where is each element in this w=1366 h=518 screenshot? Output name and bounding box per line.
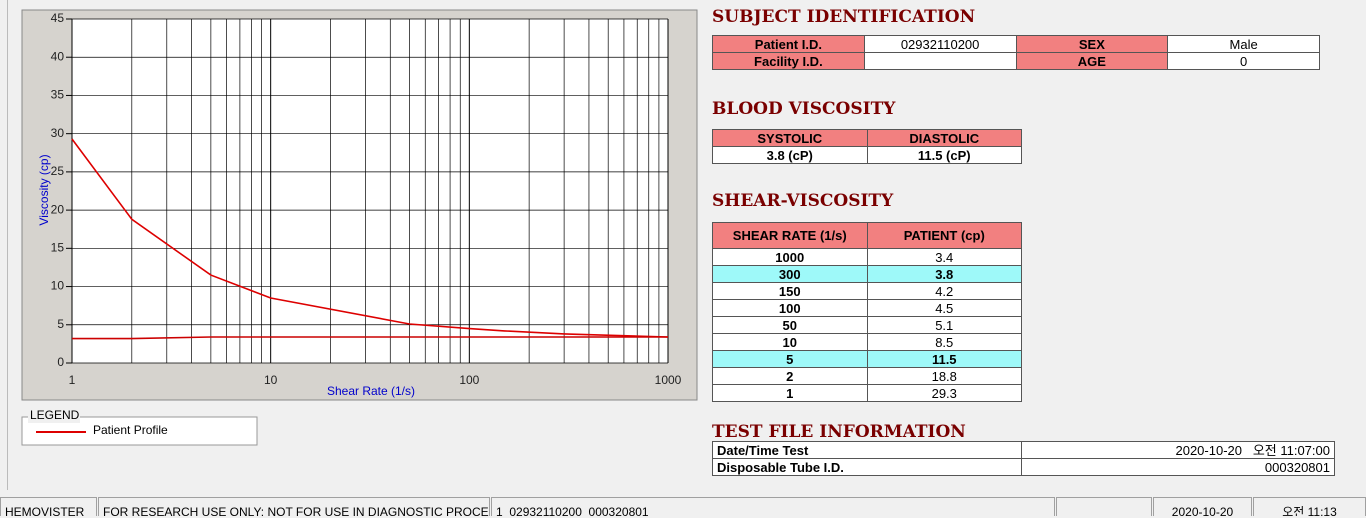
y-tick-label: 10 (51, 279, 65, 293)
status-panel: FOR RESEARCH USE ONLY: NOT FOR USE IN DI… (98, 497, 490, 516)
table-row: 3.8 (cP) 11.5 (cP) (712, 146, 1022, 164)
table-row: Date/Time Test 2020-10-20 오전 11:07:00 (712, 441, 1335, 459)
y-tick-label: 15 (51, 241, 65, 255)
table-cell: SEX (1015, 35, 1169, 53)
table-cell: Male (1167, 35, 1320, 53)
shear-table: SHEAR RATE (1/s) PATIENT (cp) 1000 3.4 300 3.… (712, 222, 1022, 402)
plot-area (72, 19, 668, 363)
left-edge (7, 0, 8, 490)
x-tick-label: 10 (264, 373, 278, 387)
table-cell: Date/Time Test (712, 441, 1022, 459)
table-row: 100 4.5 (712, 299, 1022, 317)
table-cell: 10 (712, 333, 868, 351)
x-tick-label: 100 (459, 373, 479, 387)
y-tick-label: 40 (51, 49, 65, 63)
blood-table: SYSTOLIC DIASTOLIC 3.8 (cP) 11.5 (cP) (712, 129, 1022, 164)
x-tick-label: 1000 (655, 373, 682, 387)
table-cell: Disposable Tube I.D. (712, 458, 1022, 476)
table-row: Facility I.D. AGE 0 (712, 52, 1320, 70)
table-row: 2 18.8 (712, 367, 1022, 385)
table-cell: 02932110200 (863, 35, 1017, 53)
table-row: 10 8.5 (712, 333, 1022, 351)
y-axis-label: Viscosity (cp) (37, 154, 51, 225)
table-cell: 3.4 (866, 248, 1022, 266)
x-axis-label: Shear Rate (1/s) (327, 384, 415, 398)
table-cell: SHEAR RATE (1/s) (712, 222, 868, 249)
table-row: 150 4.2 (712, 282, 1022, 300)
test-file-table: Date/Time Test 2020-10-20 오전 11:07:00 Disp… (712, 441, 1335, 476)
table-row: SHEAR RATE (1/s) PATIENT (cp) (712, 222, 1022, 249)
table-cell: DIASTOLIC (866, 129, 1022, 147)
table-cell: 29.3 (866, 384, 1022, 402)
table-row: 1 29.3 (712, 384, 1022, 402)
table-row: 50 5.1 (712, 316, 1022, 334)
table-cell: 100 (712, 299, 868, 317)
table-cell (863, 52, 1017, 70)
table-cell: 50 (712, 316, 868, 334)
section-title: TEST FILE INFORMATION (712, 422, 966, 442)
table-cell: PATIENT (cp) (866, 222, 1022, 249)
table-cell: 1 (712, 384, 868, 402)
y-tick-label: 30 (51, 126, 65, 140)
section-title: SUBJECT IDENTIFICATION (712, 7, 976, 27)
y-tick-label: 25 (51, 164, 65, 178)
table-cell: 0 (1167, 52, 1320, 70)
table-cell: 300 (712, 265, 868, 283)
x-tick-label: 1 (69, 373, 76, 387)
table-cell: 150 (712, 282, 868, 300)
table-row: 5 11.5 (712, 350, 1022, 368)
table-row: Patient I.D. 02932110200 SEX Male (712, 35, 1320, 53)
legend-label: Patient Profile (93, 423, 168, 437)
table-row: SYSTOLIC DIASTOLIC (712, 129, 1022, 147)
table-cell: 5.1 (866, 316, 1022, 334)
legend-title: LEGEND (30, 408, 80, 422)
table-cell: 3.8 (cP) (712, 146, 868, 164)
table-row: 300 3.8 (712, 265, 1022, 283)
table-cell: SYSTOLIC (712, 129, 868, 147)
status-panel: 1 02932110200 000320801 (491, 497, 1055, 516)
table-cell: 8.5 (866, 333, 1022, 351)
table-cell: Facility I.D. (712, 52, 865, 70)
data-line (72, 336, 668, 340)
table-cell: 1000 (712, 248, 868, 266)
table-cell: 000320801 (1021, 458, 1335, 476)
status-panel: 2020-10-20 (1153, 497, 1252, 516)
status-panel (1056, 497, 1152, 516)
table-cell: 4.5 (866, 299, 1022, 317)
table-row: 1000 3.4 (712, 248, 1022, 266)
table-cell: AGE (1015, 52, 1169, 70)
status-panel: 오전 11:13 (1253, 497, 1366, 516)
section-title: BLOOD VISCOSITY (712, 99, 896, 119)
y-tick-label: 35 (51, 88, 65, 102)
y-tick-label: 0 (57, 355, 64, 369)
data-line (71, 138, 669, 338)
section-title: SHEAR-VISCOSITY (712, 191, 894, 211)
legend-title-bg (28, 409, 80, 423)
chart: Shear Rate (1/s) Viscosity (cp) LEGEND 1… (21, 9, 698, 446)
y-tick-label: 45 (51, 11, 65, 25)
status-panel: HEMOVISTER (0, 497, 97, 516)
table-cell: 11.5 (866, 350, 1022, 368)
y-tick-label: 5 (57, 317, 64, 331)
table-cell: 2 (712, 367, 868, 385)
table-cell: 3.8 (866, 265, 1022, 283)
table-cell: 2020-10-20 오전 11:07:00 (1021, 441, 1335, 459)
table-cell: 4.2 (866, 282, 1022, 300)
y-tick-label: 20 (51, 202, 65, 216)
subject-table: Patient I.D. 02932110200 SEX Male Facility I… (712, 35, 1320, 70)
table-cell: 5 (712, 350, 868, 368)
table-row: Disposable Tube I.D. 000320801 (712, 458, 1335, 476)
table-cell: 18.8 (866, 367, 1022, 385)
table-cell: Patient I.D. (712, 35, 865, 53)
status-bar: HEMOVISTER FOR RESEARCH USE ONLY: NOT FOR… (0, 497, 1366, 518)
table-cell: 11.5 (cP) (866, 146, 1022, 164)
